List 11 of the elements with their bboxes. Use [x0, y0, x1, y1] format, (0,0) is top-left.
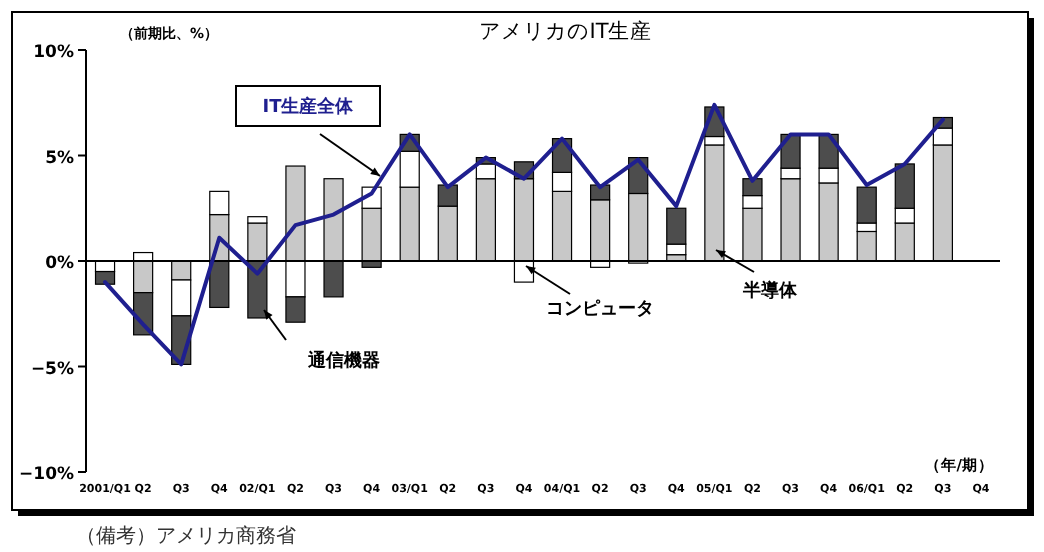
legend-label: コンピュータ: [546, 298, 654, 320]
legend-label: 半導体: [741, 280, 799, 302]
y-tick-label: −10%: [19, 465, 75, 485]
text: IT生産全体: [262, 96, 356, 118]
series-label: 通信機器: [306, 350, 380, 372]
y-tick-label: −5%: [30, 359, 75, 380]
y-tick-label: 5%: [45, 148, 75, 169]
chart-title: アメリカのIT生産: [479, 18, 653, 44]
y-tick-label: 0%: [45, 254, 75, 274]
y-tick-label: 10%: [33, 43, 75, 63]
text: （備考）アメリカ商務省: [76, 524, 296, 548]
